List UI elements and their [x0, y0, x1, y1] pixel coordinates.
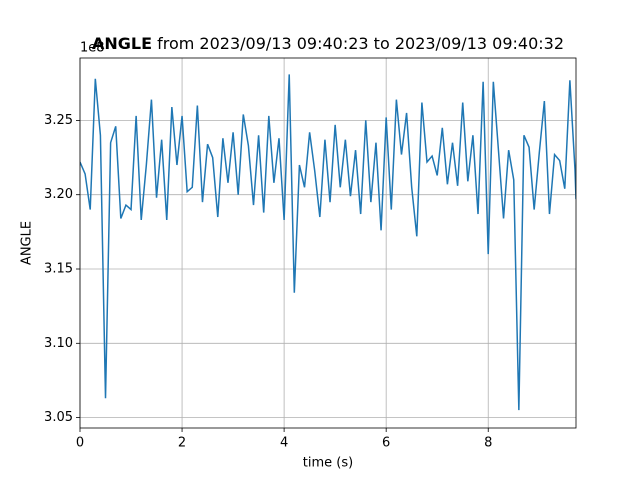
x-tick-label: 2 — [178, 436, 186, 451]
y-tick-label: 3.25 — [44, 113, 73, 128]
x-axis-label: time (s) — [303, 456, 353, 471]
plot-frame — [79, 57, 577, 429]
y-tick-label: 3.20 — [44, 187, 73, 202]
x-tick-label: 0 — [76, 436, 84, 451]
y-axis-label: ANGLE — [20, 221, 35, 265]
title-name: ANGLE — [92, 34, 152, 53]
chart-title: ANGLE from 2023/09/13 09:40:23 to 2023/0… — [92, 34, 564, 53]
y-tick-label: 3.15 — [44, 262, 73, 277]
y-tick-label: 3.05 — [44, 410, 73, 425]
title-range: from 2023/09/13 09:40:23 to 2023/09/13 0… — [157, 34, 564, 53]
x-tick-label: 4 — [280, 436, 288, 451]
x-tick-label: 8 — [484, 436, 492, 451]
data-line — [80, 74, 576, 411]
y-offset-label: 1e8 — [80, 41, 105, 56]
y-tick-label: 3.10 — [44, 336, 73, 351]
x-tick-label: 6 — [382, 436, 390, 451]
